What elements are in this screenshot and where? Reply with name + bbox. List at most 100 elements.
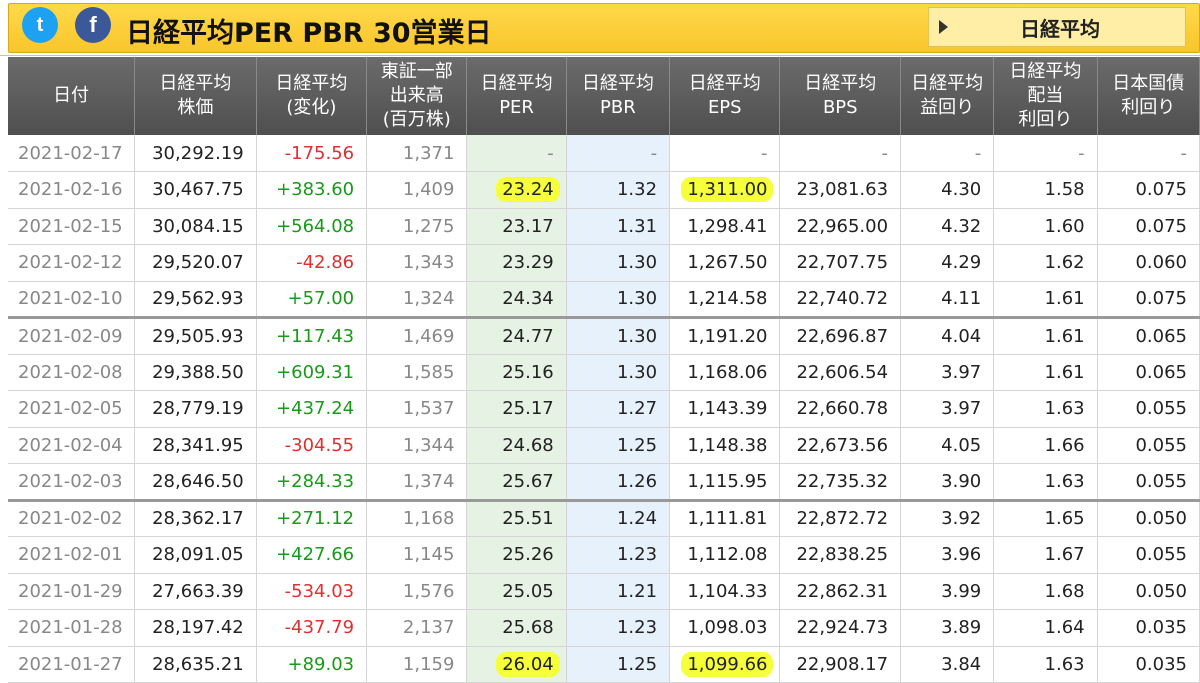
cell-change: +427.66 [256, 536, 368, 574]
cell-pbr: 1.30 [566, 244, 671, 282]
cell-pbr: 1.23 [566, 536, 671, 574]
cell-jgb: 0.060 [1097, 244, 1200, 282]
cell-change: +284.33 [256, 463, 368, 502]
cell-volume: 1,371 [366, 135, 468, 172]
cell-bps: 22,696.87 [779, 317, 902, 355]
cell-yield: 3.99 [900, 573, 995, 610]
cell-price: 28,341.95 [134, 427, 257, 464]
table-row: 2021-02-17 30,292.19 -175.56 1,371- - - - - - - [8, 135, 1200, 172]
cell-change: +271.12 [256, 500, 368, 537]
cell-pbr: 1.32 [566, 171, 671, 209]
cell-eps: 1,298.41 [669, 208, 781, 245]
column-header: 日経平均 BPS [779, 57, 902, 135]
cell-bps: 22,965.00 [779, 208, 902, 245]
cell-date: 2021-02-03 [8, 463, 136, 502]
cell-bps: 22,740.72 [779, 281, 902, 319]
cell-change: +437.24 [256, 390, 368, 428]
cell-eps: 1,143.39 [669, 390, 781, 428]
cell-eps: 1,099.66 [669, 646, 781, 683]
highlight-marker: 23.24 [496, 177, 560, 203]
cell-change: +57.00 [256, 281, 368, 319]
cell-eps: 1,191.20 [669, 317, 781, 355]
cell-yield: 4.32 [900, 208, 995, 245]
cell-bps: 22,735.32 [779, 463, 902, 502]
column-header: 日本国債 利回り [1097, 57, 1200, 135]
table-body: 2021-02-17 30,292.19 -175.56 1,371- - - - - - -20… [8, 135, 1200, 683]
cell-jgb: 0.055 [1097, 463, 1200, 502]
cell-price: 29,562.93 [134, 281, 257, 319]
cell-yield: 4.29 [900, 244, 995, 282]
cell-pbr: 1.31 [566, 208, 671, 245]
cell-change: -437.79 [256, 609, 368, 647]
cell-price: 28,091.05 [134, 536, 257, 574]
cell-yield: 3.84 [900, 646, 995, 683]
cell-date: 2021-01-29 [8, 573, 136, 610]
cell-per: 24.34 [466, 281, 567, 319]
cell-div: 1.64 [993, 609, 1098, 647]
cell-yield: 3.96 [900, 536, 995, 574]
cell-div: 1.60 [993, 208, 1098, 245]
highlight-marker: 1,311.00 [681, 177, 774, 203]
column-header: 日経平均 EPS [669, 57, 781, 135]
cell-pbr: 1.30 [566, 317, 671, 355]
cell-jgb: 0.055 [1097, 390, 1200, 428]
cell-div: 1.68 [993, 573, 1098, 610]
cell-per: 24.68 [466, 427, 567, 464]
column-header: 日経平均 PBR [566, 57, 671, 135]
cell-change: +89.03 [256, 646, 368, 683]
cell-yield: 4.04 [900, 317, 995, 355]
facebook-icon[interactable]: f [75, 7, 111, 43]
cell-eps: 1,104.33 [669, 573, 781, 610]
highlight-marker: 1,099.66 [681, 651, 774, 677]
cell-bps: 22,872.72 [779, 500, 902, 537]
table-row: 2021-01-27 28,635.21 +89.03 1,159 26.04 1.25 1… [8, 646, 1200, 683]
cell-volume: 1,409 [366, 171, 468, 209]
cell-price: 27,663.39 [134, 573, 257, 610]
table-row: 2021-02-02 28,362.17 +271.12 1,168 25.51 1.24… [8, 500, 1200, 537]
cell-price: 28,779.19 [134, 390, 257, 428]
cell-pbr: 1.27 [566, 390, 671, 428]
cell-jgb: 0.035 [1097, 609, 1200, 647]
cell-per: 25.16 [466, 354, 567, 391]
cell-volume: 1,344 [366, 427, 468, 464]
cell-eps: 1,115.95 [669, 463, 781, 502]
cell-eps: 1,168.06 [669, 354, 781, 391]
column-header: 日経平均 益回り [900, 57, 995, 135]
table-row: 2021-01-28 28,197.42 -437.79 2,137 25.68 1.23… [8, 609, 1200, 647]
cell-eps: 1,214.58 [669, 281, 781, 319]
cell-jgb: 0.065 [1097, 354, 1200, 391]
table-row: 2021-02-15 30,084.15 +564.08 1,275 23.17 1.31… [8, 208, 1200, 245]
cell-yield: - [900, 135, 995, 172]
cell-date: 2021-02-16 [8, 171, 136, 209]
cell-div: 1.67 [993, 536, 1098, 574]
cell-jgb: 0.065 [1097, 317, 1200, 355]
cell-date: 2021-02-15 [8, 208, 136, 245]
table-row: 2021-02-04 28,341.95 -304.55 1,344 24.68 1.25… [8, 427, 1200, 464]
cell-eps: 1,111.81 [669, 500, 781, 537]
table-row: 2021-02-10 29,562.93 +57.00 1,324 24.34 1.30 1… [8, 281, 1200, 319]
cell-change: -304.55 [256, 427, 368, 464]
cell-pbr: 1.25 [566, 427, 671, 464]
header-bar: t f 日経平均PER PBR 30営業日 日経平均 [0, 0, 1200, 56]
cell-bps: 22,660.78 [779, 390, 902, 428]
cell-volume: 1,324 [366, 281, 468, 319]
cell-jgb: 0.055 [1097, 427, 1200, 464]
table-row: 2021-02-12 29,520.07 -42.86 1,343 23.29 1.30 1… [8, 244, 1200, 282]
cell-date: 2021-02-08 [8, 354, 136, 391]
cell-yield: 3.89 [900, 609, 995, 647]
twitter-icon[interactable]: t [22, 7, 58, 43]
table-header-row: 日付 日経平均 株価 日経平均 (変化) 東証一部 出来高 (百万株) 日経平均 PER 日経平均 P… [8, 57, 1200, 135]
table-row: 2021-02-05 28,779.19 +437.24 1,537 25.17 1.27… [8, 390, 1200, 428]
cell-change: -175.56 [256, 135, 368, 172]
cell-change: +564.08 [256, 208, 368, 245]
nikkei-nav-button[interactable]: 日経平均 [928, 7, 1186, 47]
cell-bps: - [779, 135, 902, 172]
cell-jgb: 0.075 [1097, 281, 1200, 319]
cell-date: 2021-02-04 [8, 427, 136, 464]
cell-price: 28,362.17 [134, 500, 257, 537]
cell-div: 1.66 [993, 427, 1098, 464]
cell-yield: 3.97 [900, 390, 995, 428]
cell-pbr: 1.23 [566, 609, 671, 647]
cell-eps: 1,112.08 [669, 536, 781, 574]
cell-yield: 3.92 [900, 500, 995, 537]
